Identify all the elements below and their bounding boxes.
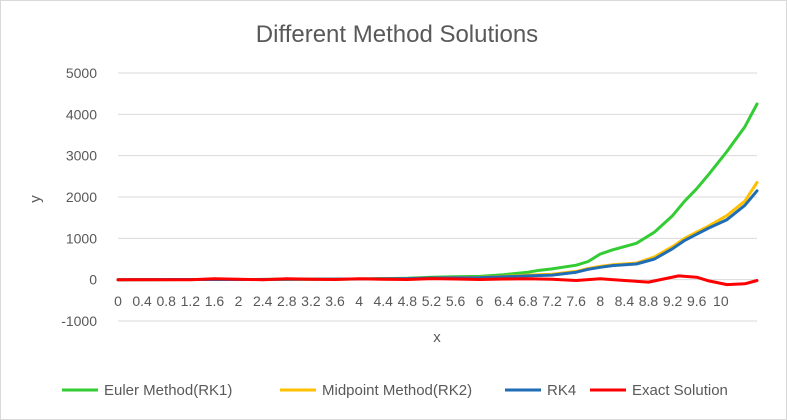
y-tick-label: 0 — [89, 272, 97, 288]
x-tick-label: 1.2 — [181, 293, 201, 309]
x-tick-label: 5.6 — [446, 293, 466, 309]
x-tick-label: 0 — [114, 293, 122, 309]
legend: Euler Method(RK1) Midpoint Method(RK2) RK4… — [62, 382, 728, 399]
y-tick-label: 2000 — [66, 189, 97, 205]
y-tick-labels: -1000 0 1000 2000 3000 4000 5000 — [61, 65, 97, 329]
x-tick-label: 5.2 — [422, 293, 442, 309]
x-tick-label: 4 — [355, 293, 363, 309]
x-tick-label: 3.2 — [301, 293, 321, 309]
x-tick-label: 6.8 — [518, 293, 538, 309]
y-tick-label: 5000 — [66, 65, 97, 81]
x-tick-label: 2 — [235, 293, 243, 309]
legend-label: RK4 — [547, 382, 576, 399]
y-tick-label: 4000 — [66, 106, 97, 122]
series-lines — [116, 102, 759, 287]
y-tick-label: 3000 — [66, 148, 97, 164]
y-axis-label: y — [27, 195, 44, 203]
x-tick-label: 9.2 — [663, 293, 683, 309]
x-tick-label: 7.6 — [566, 293, 586, 309]
x-tick-label: 7.2 — [542, 293, 562, 309]
legend-label: Exact Solution — [632, 382, 728, 399]
x-tick-label: 8 — [596, 293, 604, 309]
legend-label: Midpoint Method(RK2) — [322, 382, 472, 399]
series-line — [116, 189, 759, 282]
x-tick-label: 1.6 — [205, 293, 225, 309]
x-tick-label: 8.8 — [639, 293, 659, 309]
x-tick-label: 6 — [476, 293, 484, 309]
x-tick-label: 8.4 — [615, 293, 635, 309]
chart-title: Different Method Solutions — [256, 21, 538, 48]
x-tick-label: 2.8 — [277, 293, 297, 309]
series-line — [116, 274, 759, 287]
x-tick-labels: 0 0.4 0.8 1.2 1.6 2 2.4 2.8 3.2 3.6 4 4.4 4.8 5.2 5.6 6… — [114, 293, 729, 309]
x-tick-label: 4.4 — [374, 293, 394, 309]
x-tick-label: 9.6 — [687, 293, 707, 309]
y-tick-label: 1000 — [66, 230, 97, 246]
y-tick-label: -1000 — [61, 313, 97, 329]
x-tick-label: 3.6 — [325, 293, 345, 309]
gridlines — [118, 72, 757, 322]
x-tick-label: 0.4 — [132, 293, 152, 309]
legend-label: Euler Method(RK1) — [104, 382, 232, 399]
x-tick-label: 6.4 — [494, 293, 514, 309]
x-tick-label: 10 — [713, 293, 729, 309]
x-tick-label: 0.8 — [156, 293, 176, 309]
x-axis-label: x — [433, 329, 441, 346]
x-tick-label: 4.8 — [398, 293, 418, 309]
x-tick-label: 2.4 — [253, 293, 273, 309]
